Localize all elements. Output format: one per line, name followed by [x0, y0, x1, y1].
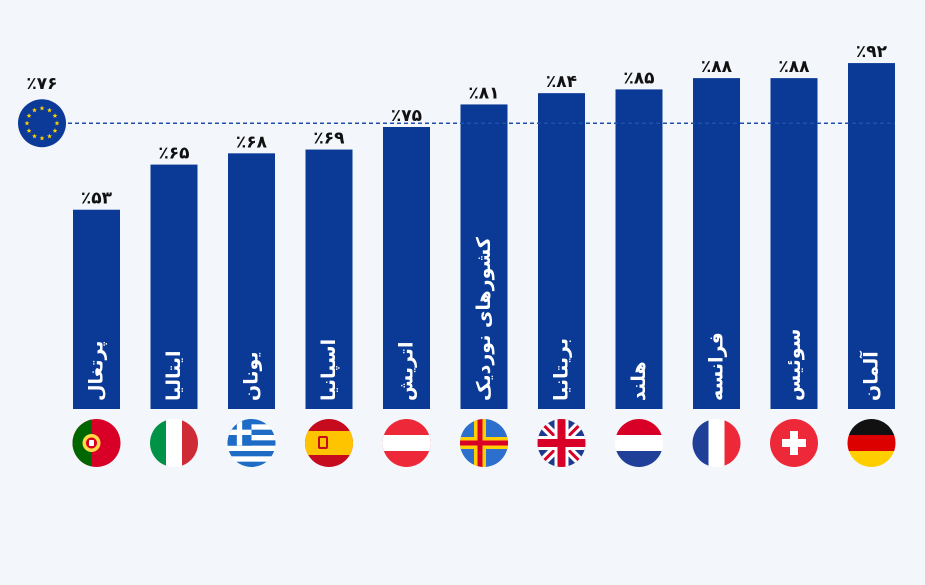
value-label: ٪۸۱ [468, 83, 499, 103]
value-label: ٪۶۸ [236, 132, 268, 152]
category-label: پرتغال [86, 341, 108, 401]
category-label: هلند [628, 361, 650, 401]
average-layer: ٪۷۶ [18, 74, 895, 148]
value-label: ٪۹۲ [856, 42, 888, 62]
value-label: ٪۶۹ [313, 129, 345, 149]
bar [538, 93, 585, 409]
uk-flag-icon [537, 419, 586, 467]
flags-layer [72, 419, 896, 467]
value-label: ٪۸۵ [623, 68, 654, 88]
greece-flag-icon [227, 419, 276, 467]
bar [305, 149, 353, 409]
bar [770, 78, 818, 410]
spain-flag-icon [305, 419, 353, 467]
category-label: یونان [241, 351, 263, 401]
value-label: ٪۸۸ [778, 57, 810, 77]
bar [848, 63, 895, 409]
bar [460, 104, 508, 409]
category-label: ایتالیا [163, 350, 185, 401]
germany-flag-icon [847, 419, 896, 467]
category-label: بریتانیا [551, 338, 573, 401]
bar [150, 164, 198, 409]
category-label: سوئیس [783, 329, 805, 401]
bars-layer: ٪۵۳ پرتغال ٪۶۵ ایتالیا ٪۶۸ یونان ٪۶۹ اسپانیا ٪۷۵… [73, 42, 895, 410]
netherlands-flag-icon [615, 419, 663, 467]
category-label: اتریش [396, 342, 418, 401]
eu-flag-icon [18, 99, 66, 148]
bar [228, 153, 275, 409]
bar [693, 78, 740, 410]
bar [383, 127, 430, 409]
value-label: ٪۸۴ [546, 72, 577, 92]
nordic-flag-icon [460, 419, 508, 467]
france-flag-icon [692, 419, 741, 467]
austria-flag-icon [382, 419, 431, 467]
category-label: اسپانیا [318, 339, 340, 401]
category-label: فرانسه [706, 332, 728, 401]
value-label: ٪۸۸ [701, 57, 733, 77]
value-label: ٪۷۵ [391, 106, 422, 126]
bar [73, 209, 120, 409]
category-label: کشورهای نوردیک [473, 236, 495, 401]
category-label: آلمان [859, 351, 883, 401]
bar [615, 89, 663, 410]
value-label: ٪۵۳ [81, 189, 113, 209]
average-value-label: ٪۷۶ [26, 74, 57, 94]
italy-flag-icon [150, 419, 198, 467]
switzerland-flag-icon [770, 419, 818, 467]
portugal-flag-icon [72, 419, 121, 467]
value-label: ٪۶۵ [158, 144, 189, 164]
